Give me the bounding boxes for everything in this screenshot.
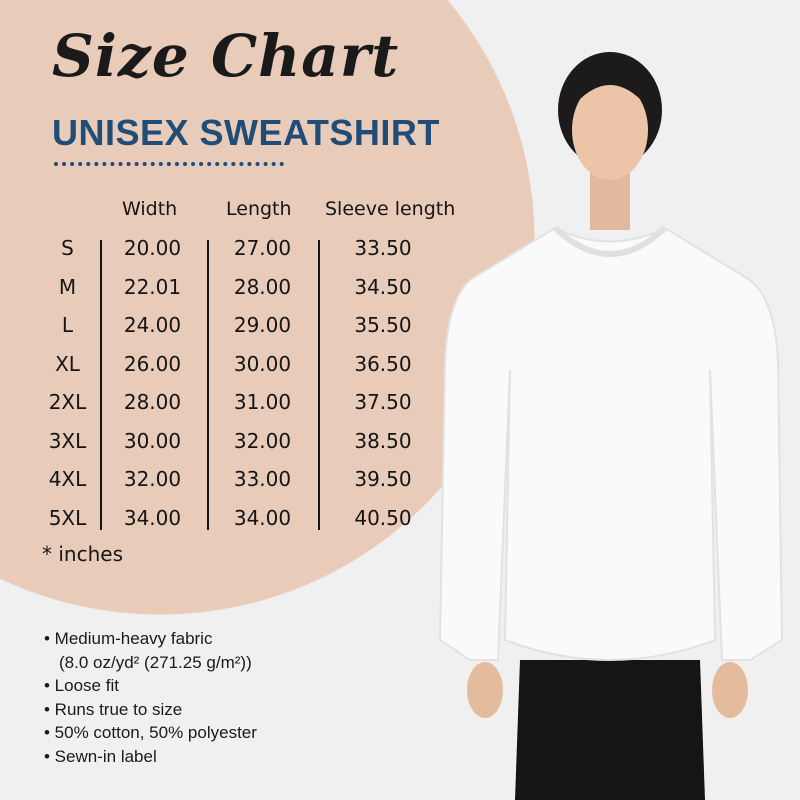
unit-note: * inches <box>42 542 123 566</box>
sleeve-value: 38.50 <box>354 428 412 453</box>
width-value: 20.00 <box>123 236 182 260</box>
width-value: 24.00 <box>123 313 182 337</box>
model-wearing-sweatshirt <box>438 52 784 800</box>
sleeve-value: 37.50 <box>354 390 412 414</box>
length-value: 27.00 <box>233 236 292 260</box>
length-value: 30.00 <box>233 351 292 376</box>
size-label: 3XL <box>48 428 87 453</box>
width-value: 32.00 <box>123 467 182 491</box>
length-value: 33.00 <box>233 467 292 491</box>
size-label: L <box>61 313 74 337</box>
size-label: 4XL <box>48 467 87 491</box>
width-value: 28.00 <box>123 390 182 414</box>
length-value: 34.00 <box>233 505 292 530</box>
size-table: Width Length Sleeve length S 20.00 27.00 33… <box>40 198 455 538</box>
sleeve-value: 34.50 <box>354 274 412 299</box>
feature-item: (8.0 oz/yd² (271.25 g/m²)) <box>59 652 252 672</box>
width-value: 26.00 <box>123 351 182 376</box>
column-divider <box>100 240 102 530</box>
length-value: 28.00 <box>233 274 292 299</box>
table-row: 2XL 28.00 31.00 37.50 <box>40 390 440 427</box>
table-row: 4XL 32.00 33.00 39.50 <box>40 467 440 504</box>
header-length: Length <box>226 198 292 220</box>
column-divider <box>318 240 320 530</box>
header-sleeve-length: Sleeve length <box>325 198 456 220</box>
length-value: 32.00 <box>233 428 292 453</box>
table-row: 3XL 30.00 32.00 38.50 <box>40 429 440 466</box>
dotted-divider <box>54 162 284 166</box>
size-label: M <box>58 274 77 299</box>
size-label: S <box>61 236 74 260</box>
sleeve-value: 33.50 <box>354 236 412 260</box>
length-value: 29.00 <box>233 313 292 337</box>
width-value: 34.00 <box>123 505 182 530</box>
feature-item: • Sewn-in label <box>44 746 157 766</box>
feature-item: • Runs true to size <box>44 699 183 719</box>
sleeve-value: 36.50 <box>354 351 412 376</box>
table-row: M 22.01 28.00 34.50 <box>40 275 440 312</box>
header-width: Width <box>122 198 178 220</box>
table-row: XL 26.00 30.00 36.50 <box>40 352 440 389</box>
feature-item: • Loose fit <box>44 676 119 695</box>
sleeve-value: 39.50 <box>354 467 412 491</box>
feature-item: • 50% cotton, 50% polyester <box>44 723 257 742</box>
column-divider <box>207 240 209 530</box>
size-label: 5XL <box>48 505 87 530</box>
length-value: 31.00 <box>233 390 292 414</box>
size-label: 2XL <box>48 390 87 414</box>
sleeve-value: 35.50 <box>354 313 412 337</box>
feature-item: • Medium-heavy fabric <box>44 629 213 648</box>
page-title: Size Chart <box>52 22 400 90</box>
table-row: L 24.00 29.00 35.50 <box>40 313 440 350</box>
table-row: 5XL 34.00 34.00 40.50 <box>40 506 440 543</box>
feature-list: • Medium-heavy fabric (8.0 oz/yd² (271.2… <box>44 627 257 768</box>
table-row: S 20.00 27.00 33.50 <box>40 236 440 273</box>
product-subtitle: UNISEX SWEATSHIRT <box>52 112 440 153</box>
sleeve-value: 40.50 <box>354 505 412 530</box>
width-value: 22.01 <box>123 274 182 299</box>
width-value: 30.00 <box>123 428 182 453</box>
size-label: XL <box>55 351 80 376</box>
